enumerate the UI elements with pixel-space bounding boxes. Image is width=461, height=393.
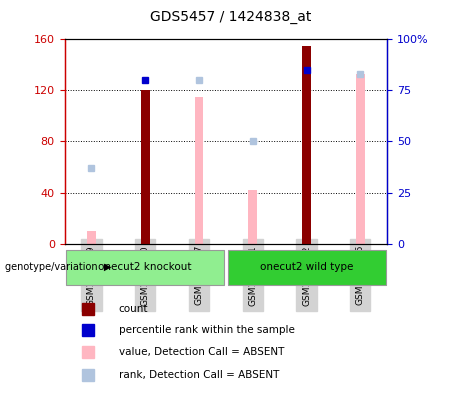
Bar [248, 190, 257, 244]
Bar [87, 231, 96, 244]
Text: onecut2 wild type: onecut2 wild type [260, 262, 353, 272]
Text: onecut2 knockout: onecut2 knockout [99, 262, 192, 272]
Bar [141, 90, 150, 244]
Text: count: count [119, 303, 148, 314]
Text: GDS5457 / 1424838_at: GDS5457 / 1424838_at [150, 10, 311, 24]
Text: percentile rank within the sample: percentile rank within the sample [119, 325, 295, 335]
Text: rank, Detection Call = ABSENT: rank, Detection Call = ABSENT [119, 370, 279, 380]
Text: genotype/variation  ▶: genotype/variation ▶ [5, 262, 111, 272]
Bar [302, 46, 311, 244]
Bar [66, 250, 224, 285]
Bar [227, 250, 385, 285]
Bar [356, 74, 365, 244]
Text: value, Detection Call = ABSENT: value, Detection Call = ABSENT [119, 347, 284, 357]
Bar [195, 97, 203, 244]
